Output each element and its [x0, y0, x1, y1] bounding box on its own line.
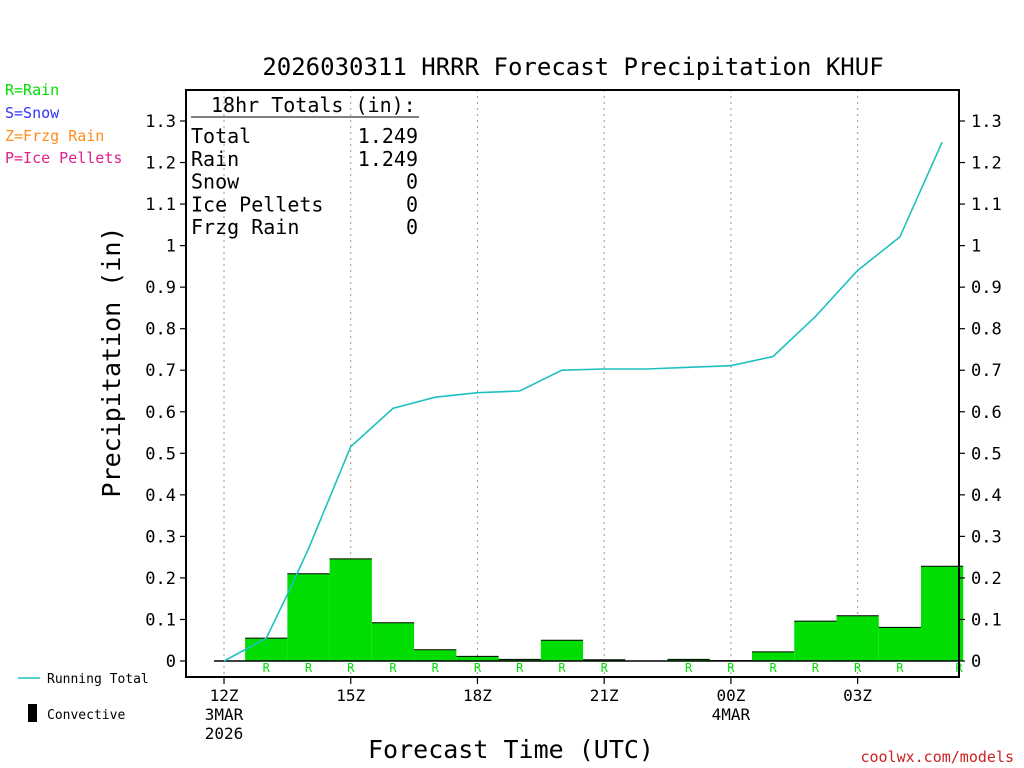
ptype-legend-frzg-rain: Z=Frzg Rain: [5, 127, 105, 145]
x-tick-label: 2026: [205, 724, 244, 743]
convective-swatch: [28, 704, 37, 722]
totals-box: 18hr Totals (in): Total 1.249 Rain 1.249 Sno…: [191, 93, 419, 239]
totals-row-value: 1.249: [358, 124, 418, 148]
y-tick-label-right: 0.3: [971, 527, 1002, 547]
totals-row-label: Ice Pellets: [191, 192, 323, 216]
y-tick-label-left: 0.7: [145, 361, 176, 381]
y-tick-label-right: 0.7: [971, 361, 1002, 381]
totals-row-label: Snow: [191, 170, 240, 194]
y-tick-label-right: 0.5: [971, 444, 1002, 464]
y-tick-label-right: 0.1: [971, 610, 1002, 630]
totals-row-value: 0: [406, 192, 418, 216]
y-tick-label-left: 0.3: [145, 527, 176, 547]
credit-text: coolwx.com/models: [860, 748, 1014, 766]
ptype-legend-rain: R=Rain: [5, 81, 60, 99]
y-tick-label-right: 1.2: [971, 154, 1002, 174]
y-tick-label-left: 0.2: [145, 569, 176, 589]
y-tick-label-left: 0.6: [145, 403, 176, 423]
y-tick-label-right: 0.4: [971, 486, 1002, 506]
y-tick-label-left: 0: [166, 652, 176, 672]
y-ticks: 0 00.1 0.10.2 0.20.3 0.30.4 0.40.5 0.50.6 0.60.…: [145, 112, 1001, 672]
ptype-marker: R: [347, 661, 355, 675]
running-total-legend-label: Running Total: [47, 672, 149, 687]
x-tick-label: 00Z: [716, 686, 745, 705]
precip-bar: [878, 627, 921, 661]
y-tick-label-left: 1: [166, 237, 176, 257]
bottom-legend: Running Total Convective: [18, 672, 149, 723]
ptype-marker: R: [389, 661, 397, 675]
y-tick-label-left: 1.1: [145, 195, 176, 215]
convective-legend-label: Convective: [47, 708, 125, 723]
ptype-marker: R: [432, 661, 440, 675]
ptype-marker: R: [727, 661, 735, 675]
y-tick-label-right: 1.1: [971, 195, 1002, 215]
ptype-legend-snow: S=Snow: [5, 104, 60, 122]
ptype-marker: R: [263, 661, 271, 675]
y-tick-label-left: 1.3: [145, 112, 176, 132]
ptype-marker: R: [685, 661, 693, 675]
ptype-marker: R: [601, 661, 609, 675]
ptype-legend-ice-pellets: P=Ice Pellets: [5, 149, 123, 167]
x-tick-label: 12Z: [210, 686, 239, 705]
x-tick-label: 3MAR: [205, 705, 244, 724]
precip-bar: [414, 649, 457, 661]
y-tick-label-left: 0.8: [145, 320, 176, 340]
running-total-line: [223, 141, 943, 662]
y-tick-label-left: 0.1: [145, 610, 176, 630]
ptype-marker: R: [896, 661, 904, 675]
totals-row-label: Total: [191, 124, 251, 148]
running-total-polyline: [223, 141, 943, 662]
precip-bar: [920, 566, 964, 661]
ptype-marker: R: [558, 661, 566, 675]
ptype-marker: R: [812, 661, 820, 675]
precip-bar: [752, 651, 795, 661]
totals-row-label: Frzg Rain: [191, 215, 299, 239]
y-tick-label-left: 0.4: [145, 486, 176, 506]
y-tick-label-left: 0.5: [145, 444, 176, 464]
y-tick-label-right: 0: [971, 652, 981, 672]
ptype-marker: R: [305, 661, 313, 675]
precip-bar: [836, 615, 879, 661]
y-tick-label-left: 1.2: [145, 154, 176, 174]
y-tick-label-right: 0.9: [971, 278, 1002, 298]
precip-bar: [456, 656, 499, 661]
precip-bar: [498, 659, 541, 661]
x-tick-label: 15Z: [336, 686, 365, 705]
ptype-marker: R: [770, 661, 778, 675]
ptype-marker: R: [516, 661, 524, 675]
totals-row-label: Rain: [191, 147, 239, 171]
x-tick-label: 03Z: [843, 686, 872, 705]
y-tick-label-right: 1.3: [971, 112, 1002, 132]
precip-bar: [540, 640, 584, 661]
y-tick-label-right: 0.8: [971, 320, 1002, 340]
x-gridlines: [223, 90, 859, 677]
precip-bar: [371, 622, 415, 661]
precip-bar: [329, 558, 372, 661]
totals-row-value: 1.249: [358, 147, 418, 171]
x-axis-label: Forecast Time (UTC): [368, 735, 654, 764]
totals-row-value: 0: [406, 170, 418, 194]
precip-bar: [794, 621, 837, 661]
y-tick-label-right: 0.2: [971, 569, 1002, 589]
precip-bar: [287, 573, 330, 661]
precip-bar: [245, 638, 288, 661]
precip-bars: [214, 558, 964, 662]
y-axis-label: Precipitation (in): [97, 227, 126, 498]
y-tick-label-left: 0.9: [145, 278, 176, 298]
y-tick-label-right: 0.6: [971, 403, 1002, 423]
totals-row-value: 0: [406, 215, 418, 239]
x-tick-label: 21Z: [590, 686, 619, 705]
precip-bar: [667, 659, 710, 661]
totals-header: 18hr Totals (in):: [211, 93, 416, 117]
y-tick-label-right: 1: [971, 237, 981, 257]
ptype-marker: R: [474, 661, 482, 675]
x-tick-label: 4MAR: [712, 705, 751, 724]
plot-frame: [185, 89, 960, 678]
chart-title: 2026030311 HRRR Forecast Precipitation K…: [262, 53, 883, 81]
x-tick-label: 18Z: [463, 686, 492, 705]
ptype-marker: R: [854, 661, 862, 675]
